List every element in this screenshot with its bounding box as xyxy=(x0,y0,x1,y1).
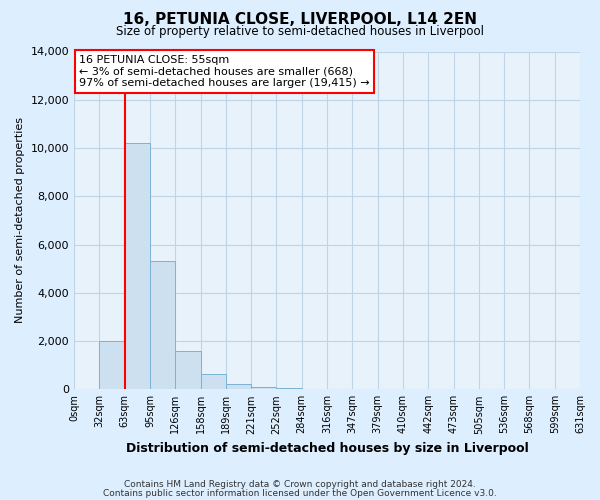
Text: Contains public sector information licensed under the Open Government Licence v3: Contains public sector information licen… xyxy=(103,488,497,498)
Y-axis label: Number of semi-detached properties: Number of semi-detached properties xyxy=(15,118,25,324)
Text: Size of property relative to semi-detached houses in Liverpool: Size of property relative to semi-detach… xyxy=(116,25,484,38)
Text: 16, PETUNIA CLOSE, LIVERPOOL, L14 2EN: 16, PETUNIA CLOSE, LIVERPOOL, L14 2EN xyxy=(123,12,477,28)
Text: Contains HM Land Registry data © Crown copyright and database right 2024.: Contains HM Land Registry data © Crown c… xyxy=(124,480,476,489)
Bar xyxy=(200,374,226,390)
Bar xyxy=(251,387,277,390)
X-axis label: Distribution of semi-detached houses by size in Liverpool: Distribution of semi-detached houses by … xyxy=(125,442,529,455)
Bar xyxy=(125,143,150,390)
Bar xyxy=(150,262,175,390)
Bar xyxy=(175,350,200,390)
Bar xyxy=(277,388,302,390)
Text: 16 PETUNIA CLOSE: 55sqm
← 3% of semi-detached houses are smaller (668)
97% of se: 16 PETUNIA CLOSE: 55sqm ← 3% of semi-det… xyxy=(79,55,370,88)
Bar xyxy=(226,384,251,390)
Bar xyxy=(302,388,327,390)
Bar xyxy=(100,341,125,390)
